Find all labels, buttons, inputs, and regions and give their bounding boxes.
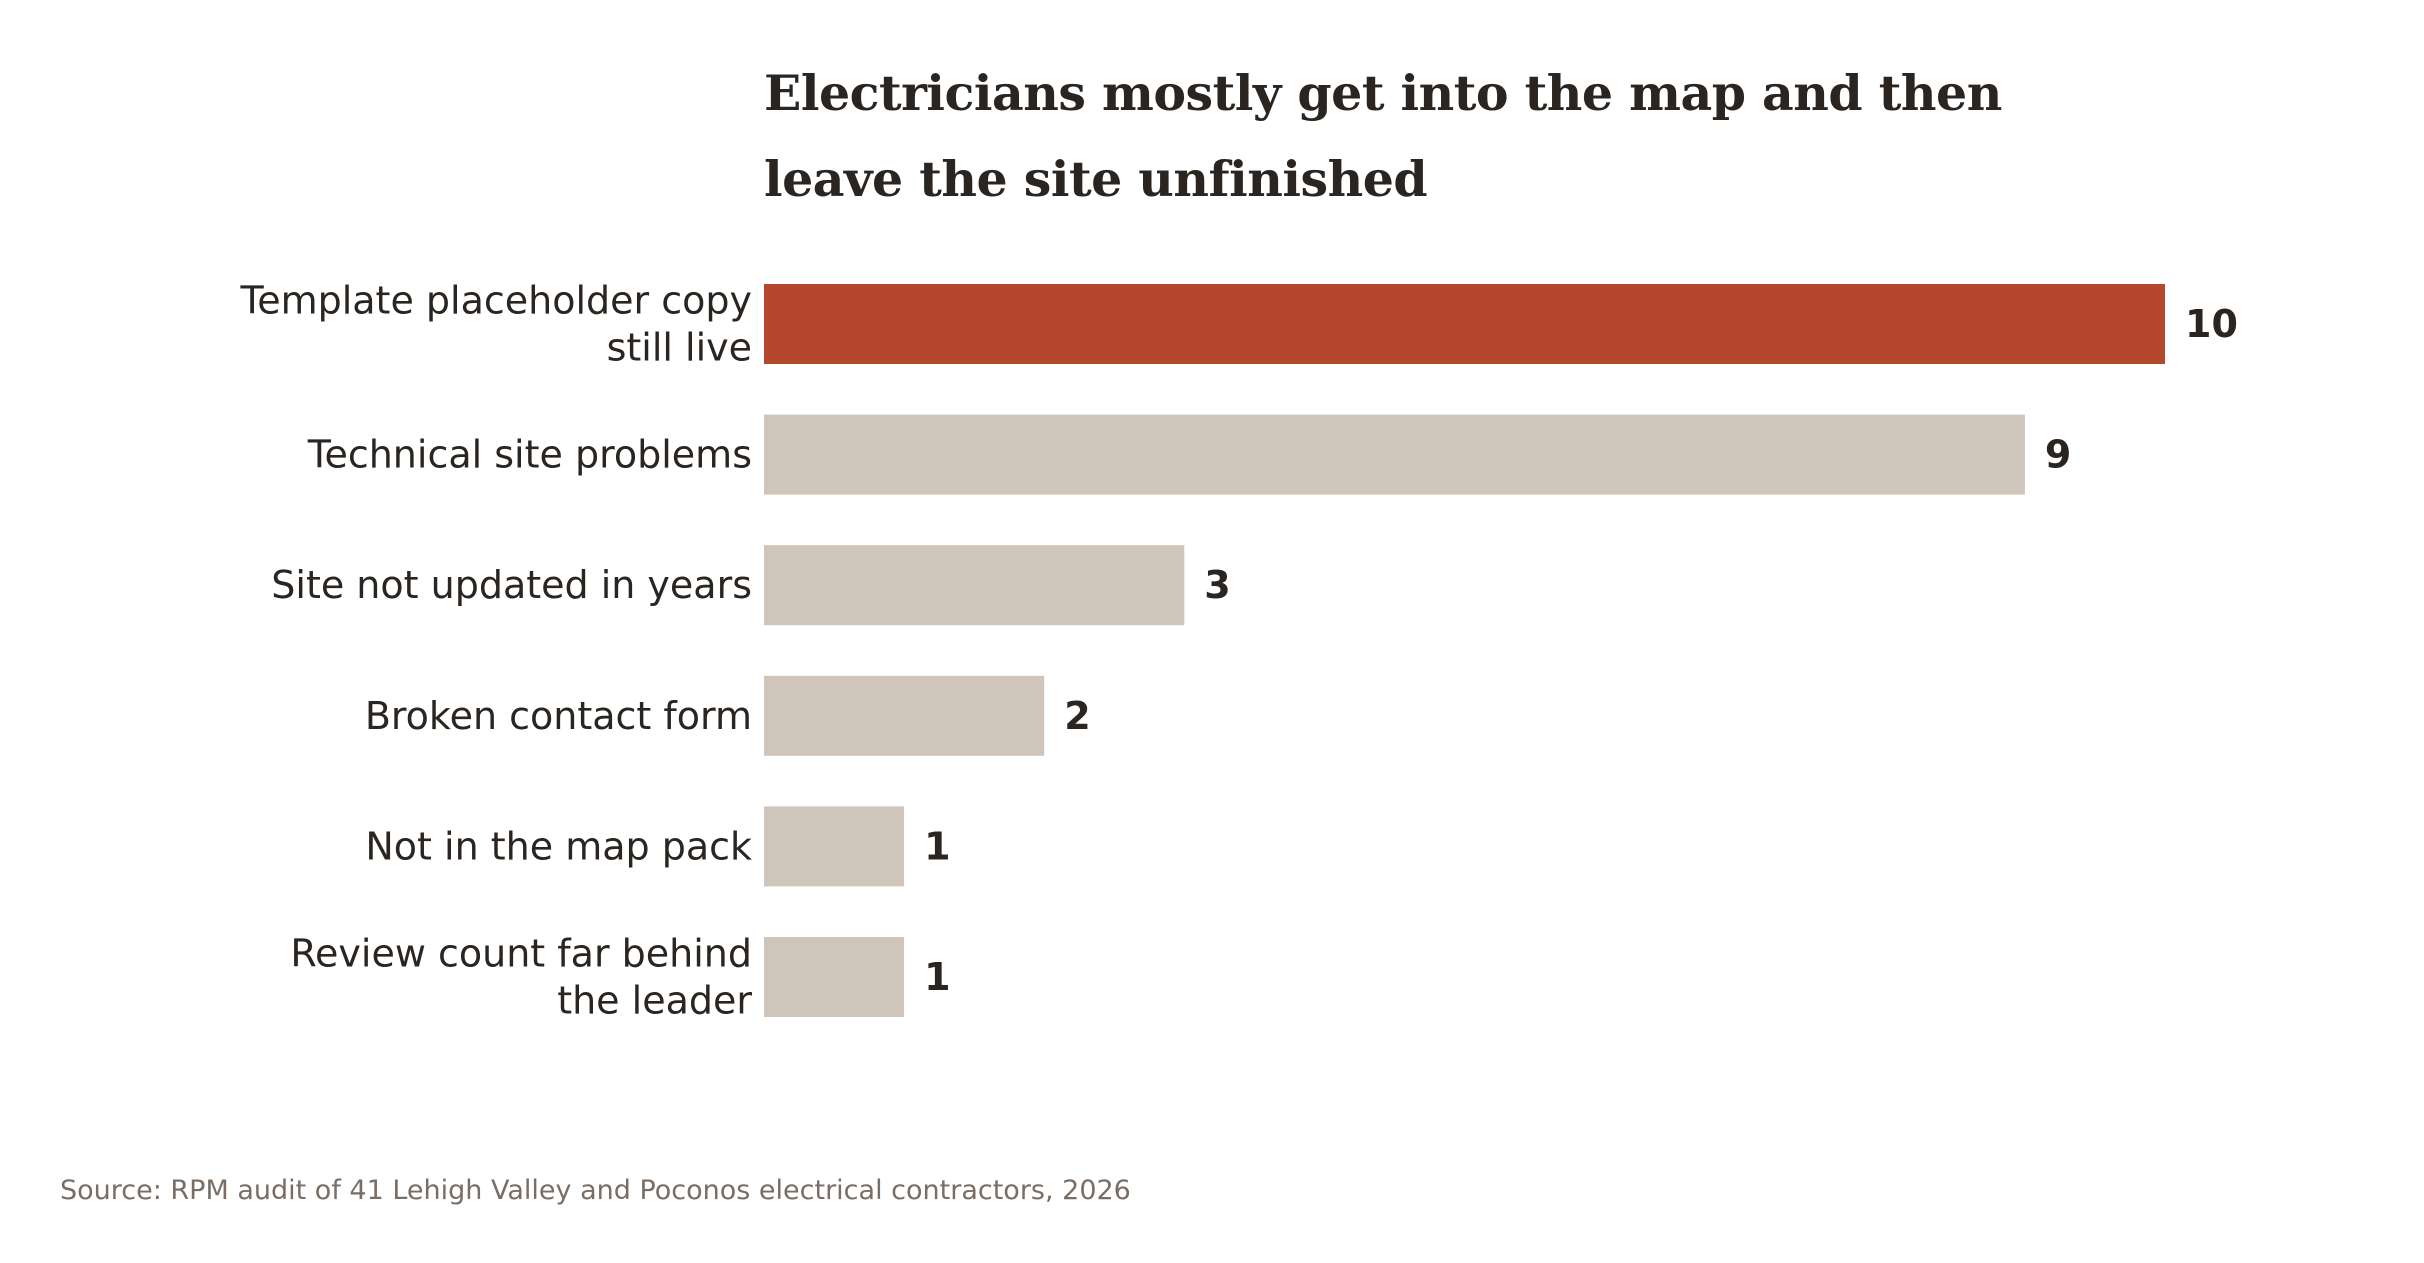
category-label: Technical site problems — [307, 433, 752, 477]
bar — [764, 545, 1185, 626]
bar — [764, 937, 905, 1017]
bars — [764, 284, 2165, 1017]
chart-title-line: Electricians mostly get into the map and… — [764, 64, 2002, 122]
value-label: 3 — [1204, 563, 1230, 607]
value-label: 9 — [2045, 433, 2071, 477]
chart-title-line: leave the site unfinished — [764, 150, 1427, 208]
value-label: 1 — [924, 955, 950, 999]
category-label: Template placeholder copy — [239, 279, 752, 323]
bar — [764, 806, 905, 887]
source-note: Source: RPM audit of 41 Lehigh Valley an… — [60, 1175, 1131, 1206]
value-label: 1 — [924, 824, 950, 868]
category-label: still live — [607, 326, 752, 370]
value-labels: 10 9 3 2 1 1 — [924, 302, 2238, 999]
chart-title: Electricians mostly get into the map and… — [764, 64, 2002, 208]
bar — [764, 414, 2025, 495]
value-label: 2 — [1064, 694, 1090, 738]
category-label: Site not updated in years — [271, 563, 752, 607]
value-label: 10 — [2185, 302, 2238, 346]
bar — [764, 675, 1045, 756]
category-label: Review count far behind — [290, 932, 752, 976]
category-label: Broken contact form — [365, 694, 752, 738]
category-label: Not in the map pack — [365, 824, 752, 868]
bar — [764, 284, 2165, 364]
category-label: the leader — [557, 979, 752, 1023]
